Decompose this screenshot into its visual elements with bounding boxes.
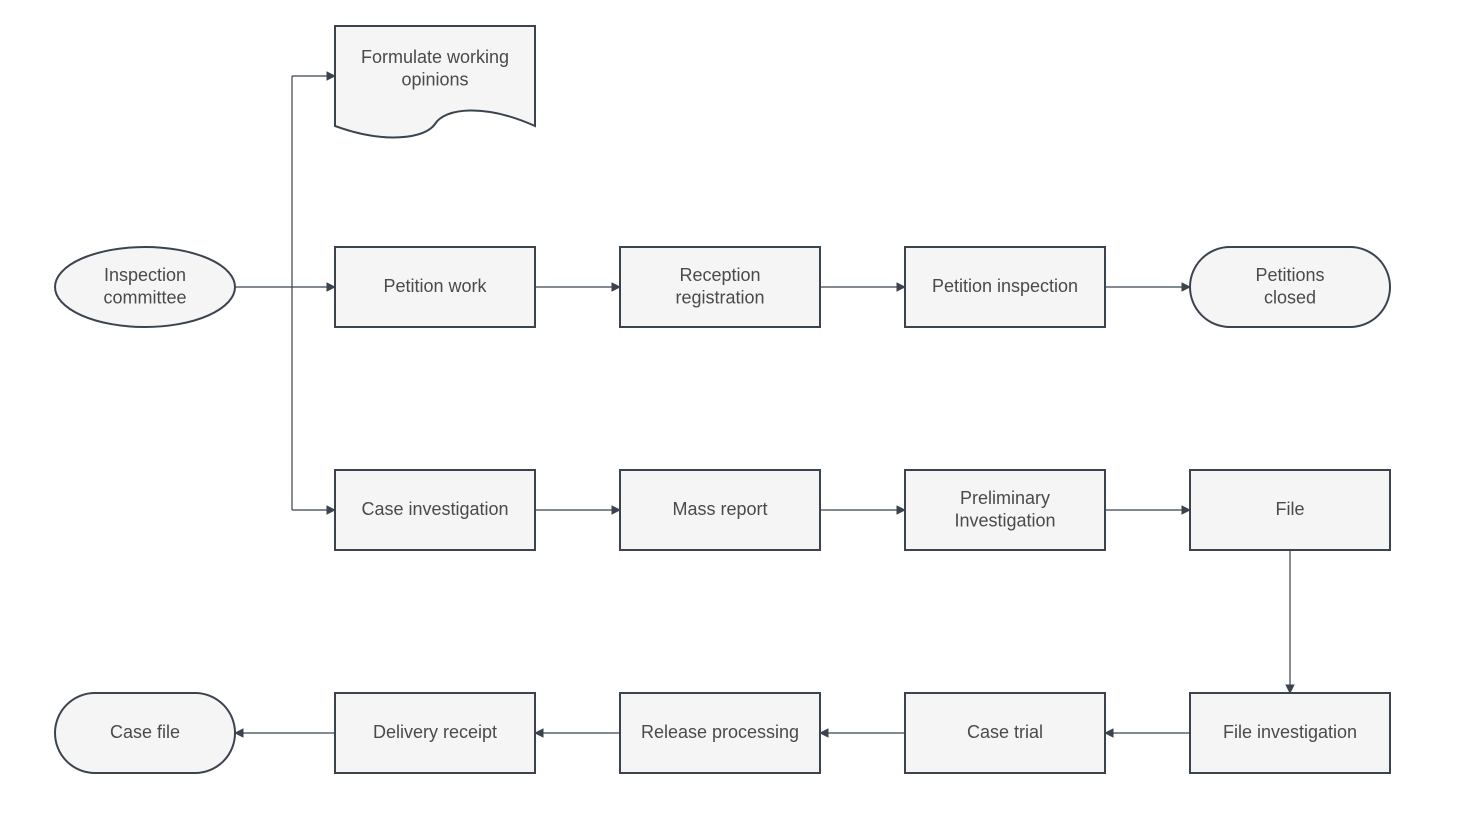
node-label-casetrial: Case trial bbox=[967, 722, 1043, 742]
node-label-caseinv: Case investigation bbox=[361, 499, 508, 519]
node-label-petinspect: Petition inspection bbox=[932, 276, 1078, 296]
node-label-fileinv: File investigation bbox=[1223, 722, 1357, 742]
node-label-delivery: Delivery receipt bbox=[373, 722, 497, 742]
node-label-massreport: Mass report bbox=[672, 499, 767, 519]
node-label-petition: Petition work bbox=[383, 276, 487, 296]
node-label-file: File bbox=[1275, 499, 1304, 519]
node-label-casefile: Case file bbox=[110, 722, 180, 742]
flowchart-canvas: InspectioncommitteeFormulate workingopin… bbox=[0, 0, 1458, 832]
node-label-release: Release processing bbox=[641, 722, 799, 742]
